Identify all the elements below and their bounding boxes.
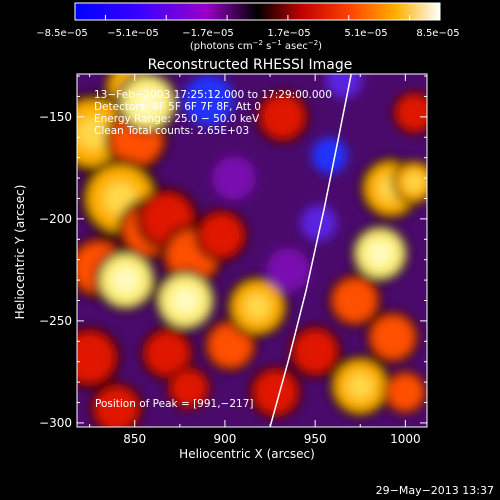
colorbar-ticks: −8.5e−05 −5.1e−05 −1.7e−05 1.7e−05 5.1e−05 8.…: [36, 15, 460, 39]
heat-blob: [387, 374, 424, 411]
colorbar-tick-label: −5.1e−05: [107, 28, 159, 39]
solar-limb-curve: [269, 74, 352, 427]
heat-core: [77, 116, 110, 150]
axis-ticks: 850 900 950 1000 −150 −200 −250 −300: [39, 74, 427, 446]
peak-position-label: Position of Peak = [991,−217]: [95, 398, 254, 410]
x-tick-label: 900: [213, 432, 236, 446]
cool-blob: [311, 137, 348, 174]
colorbar-tick-label: 5.1e−05: [344, 28, 387, 39]
heat-blob: [253, 370, 298, 414]
colorbar-tick-label: 1.7e−05: [267, 28, 310, 39]
cool-blob: [266, 248, 310, 292]
heat-blob: [95, 386, 139, 427]
footer-date: 29−May−2013 13:37: [376, 484, 494, 497]
colorbar-tick-label: −1.7e−05: [182, 28, 234, 39]
chart-title: Reconstructed RHESSI Image: [148, 57, 353, 73]
y-tick-label: −250: [39, 314, 72, 328]
heat-blob: [199, 213, 243, 257]
y-axis-label: Heliocentric Y (arcsec): [13, 185, 27, 320]
x-tick-label: 1000: [390, 432, 421, 446]
heat-blob: [145, 331, 189, 376]
cool-blob: [325, 74, 363, 99]
info-block: 13−Feb−2003 17:25:12.000 to 17:29:00.000…: [94, 89, 332, 137]
heat-core: [134, 89, 160, 116]
heat-blob: [170, 370, 207, 407]
heat-blob: [333, 278, 377, 323]
cool-blob: [212, 156, 256, 200]
heat-core: [368, 241, 392, 266]
info-line-energy: Energy Range: 25.0 − 50.0 keV: [94, 113, 260, 125]
colorbar-tick-label: 8.5e−05: [416, 28, 459, 39]
cool-blob: [183, 75, 234, 126]
heat-blob: [396, 94, 427, 131]
heat-core: [244, 293, 271, 320]
heat-blob: [371, 315, 415, 359]
x-axis-label: Heliocentric X (arcsec): [179, 447, 315, 461]
heat-blob: [77, 332, 115, 383]
colorbar: [74, 2, 441, 21]
x-tick-label: 950: [304, 432, 327, 446]
info-line-clean: Clean Total counts: 2.65E+03: [94, 125, 249, 137]
heat-core: [172, 287, 198, 314]
y-tick-label: −150: [39, 110, 72, 124]
info-line-time: 13−Feb−2003 17:25:12.000 to 17:29:00.000: [94, 89, 332, 101]
y-tick-label: −200: [39, 212, 72, 226]
heatmap-area: [77, 74, 427, 427]
heat-core: [113, 267, 139, 293]
colorbar-tick-label: −8.5e−05: [36, 28, 88, 39]
heat-blob: [293, 329, 337, 374]
colorbar-unit-label: (photons cm−2 s−1 asec−2): [190, 39, 322, 52]
heat-core: [405, 173, 424, 192]
heat-blob: [208, 323, 252, 368]
heat-blob: [261, 95, 305, 139]
plot-frame: [76, 73, 428, 428]
cool-blob: [300, 204, 337, 241]
x-tick-label: 850: [123, 432, 146, 446]
info-line-detectors: Detectors: 4F 5F 6F 7F 8F, Att 0: [94, 101, 261, 113]
y-tick-label: −300: [39, 416, 72, 430]
heat-core: [347, 373, 373, 399]
